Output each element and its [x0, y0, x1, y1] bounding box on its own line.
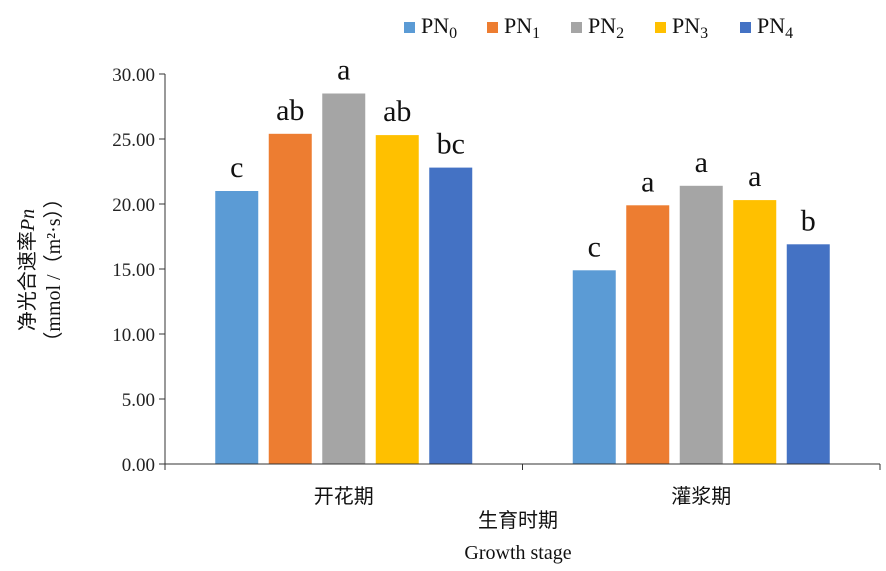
- legend-label-subscript: 1: [532, 25, 540, 42]
- x-category-label: 灌浆期: [671, 485, 731, 508]
- legend-label: PN4: [757, 13, 793, 42]
- legend-label: PN3: [672, 13, 708, 42]
- significance-label: ab: [383, 95, 411, 128]
- y-tick-label: 25.00: [112, 130, 155, 151]
- svg-text:净光合速率Pn: 净光合速率Pn: [16, 209, 39, 331]
- legend-label-name: PN: [588, 13, 616, 38]
- x-axis-title-en: Growth stage: [464, 542, 571, 564]
- legend-label-subscript: 4: [785, 25, 793, 42]
- significance-label: a: [337, 54, 350, 87]
- y-tick-label: 30.00: [112, 65, 155, 86]
- significance-label: ab: [276, 94, 304, 127]
- legend-label-name: PN: [672, 13, 700, 38]
- y-tick-label: 10.00: [112, 325, 155, 346]
- legend-label-subscript: 2: [616, 25, 624, 42]
- bar: [733, 200, 777, 464]
- legend-swatch: [655, 22, 666, 33]
- significance-label: bc: [437, 128, 465, 161]
- y-axis-title-pn: Pn: [17, 209, 39, 232]
- bar: [268, 133, 312, 465]
- legend-label-subscript: 0: [449, 25, 457, 42]
- y-tick-label: 15.00: [112, 260, 155, 281]
- significance-label: a: [641, 165, 654, 198]
- x-category-label: 开花期: [314, 485, 374, 508]
- legend-label-name: PN: [504, 13, 532, 38]
- legend: PN0 PN1 PN2 PN3 PN4: [404, 13, 793, 42]
- y-axis-title-unit: （mmol /（m²·s））: [42, 188, 65, 351]
- y-tick-label: 0.00: [122, 455, 155, 476]
- legend-label: PN2: [588, 13, 624, 42]
- y-axis-title-cn: 净光合速率: [16, 231, 39, 331]
- significance-label: b: [801, 204, 816, 237]
- bar: [322, 93, 366, 464]
- bar: [429, 167, 473, 464]
- significance-label: a: [748, 160, 761, 193]
- significance-label: c: [230, 151, 243, 184]
- legend-swatch: [404, 22, 415, 33]
- y-axis-title: 净光合速率Pn （mmol /（m²·s））: [16, 188, 65, 351]
- legend-swatch: [740, 22, 751, 33]
- bar: [679, 185, 723, 465]
- bar: [215, 191, 259, 464]
- legend-swatch: [571, 22, 582, 33]
- y-tick-label: 5.00: [122, 390, 155, 411]
- legend-label: PN1: [504, 13, 540, 42]
- y-axis: 0.00 5.00 10.00 15.00 20.00 25.00 30.00: [112, 65, 166, 476]
- x-axis: 开花期 灌浆期: [164, 463, 881, 508]
- significance-label: a: [695, 146, 708, 179]
- legend-label-subscript: 3: [700, 25, 708, 42]
- significance-label: c: [588, 230, 601, 263]
- bar: [375, 135, 419, 464]
- legend-label-name: PN: [757, 13, 785, 38]
- legend-swatch: [487, 22, 498, 33]
- legend-label: PN0: [421, 13, 457, 42]
- x-axis-title-cn: 生育时期: [478, 509, 558, 532]
- bar: [572, 270, 616, 464]
- y-tick-label: 20.00: [112, 195, 155, 216]
- bar: [786, 244, 830, 464]
- bar: [626, 205, 670, 465]
- legend-label-name: PN: [421, 13, 449, 38]
